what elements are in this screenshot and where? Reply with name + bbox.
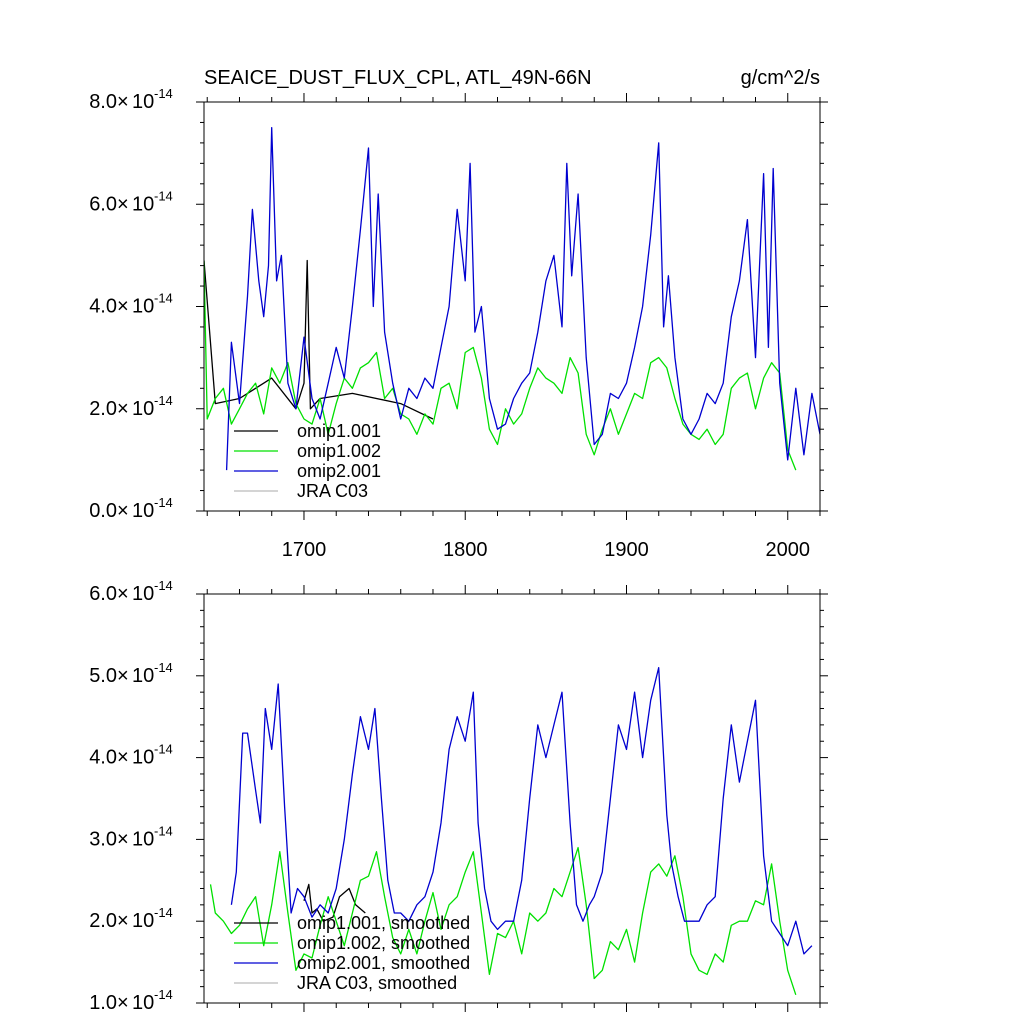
y-tick-label: 4.0: [89, 747, 117, 769]
legend-label-2: omip2.001, smoothed: [297, 953, 470, 973]
x-tick-label: 1800: [443, 539, 488, 561]
legend-label-0: omip1.001, smoothed: [297, 913, 470, 933]
bottom-panel: 1.0 × 10 -142.0 × 10 -143.0 × 10 -144.0 × 10 -145.0 ×…: [89, 578, 828, 1014]
y-tick-base: 10: [132, 398, 154, 420]
y-tick-exponent: -14: [154, 188, 173, 203]
y-tick-label: 0.0: [89, 500, 117, 522]
y-tick-times: ×: [117, 583, 129, 605]
y-tick-label: 8.0: [89, 91, 117, 113]
series-line-1: [209, 846, 797, 996]
y-tick-label: 2.0: [89, 398, 117, 420]
top-panel-units: g/cm^2/s: [741, 67, 820, 89]
y-tick-base: 10: [132, 193, 154, 215]
y-tick-times: ×: [117, 193, 129, 215]
y-tick-base: 10: [132, 910, 154, 932]
y-tick-exponent: -14: [154, 905, 173, 920]
y-tick-base: 10: [132, 296, 154, 318]
y-tick-exponent: -14: [154, 823, 173, 838]
legend-label-1: omip1.002: [297, 441, 381, 461]
top-panel: SEAICE_DUST_FLUX_CPL, ATL_49N-66N g/cm^2…: [89, 67, 828, 561]
y-tick-base: 10: [132, 91, 154, 113]
legend-label-3: JRA C03: [297, 481, 368, 501]
y-tick-base: 10: [132, 665, 154, 687]
y-tick-times: ×: [117, 992, 129, 1014]
y-tick-exponent: -14: [154, 291, 173, 306]
y-tick-base: 10: [132, 747, 154, 769]
series-line-1: [204, 260, 797, 471]
bottom-panel-axes: 1.0 × 10 -142.0 × 10 -143.0 × 10 -144.0 × 10 -145.0 ×…: [89, 578, 828, 1014]
series-line-0: [303, 883, 366, 922]
y-tick-times: ×: [117, 398, 129, 420]
y-tick-exponent: -14: [154, 495, 173, 510]
x-tick-label: 1700: [282, 539, 327, 561]
legend-label-1: omip1.002, smoothed: [297, 933, 470, 953]
bottom-panel-frame: [203, 593, 821, 1004]
legend-label-0: omip1.001: [297, 421, 381, 441]
y-tick-exponent: -14: [154, 987, 173, 1002]
y-tick-times: ×: [117, 296, 129, 318]
series-line-2: [230, 666, 813, 955]
y-tick-exponent: -14: [154, 578, 173, 593]
y-tick-label: 5.0: [89, 665, 117, 687]
top-panel-title: SEAICE_DUST_FLUX_CPL, ATL_49N-66N: [204, 67, 592, 89]
series-line-2: [225, 126, 820, 471]
y-tick-label: 6.0: [89, 193, 117, 215]
y-tick-base: 10: [132, 828, 154, 850]
y-tick-times: ×: [117, 910, 129, 932]
y-tick-base: 10: [132, 583, 154, 605]
y-tick-label: 6.0: [89, 583, 117, 605]
bottom-panel-plot-area: [209, 666, 813, 996]
top-panel-axes: 0.0 × 10 -142.0 × 10 -144.0 × 10 -146.0 × 10 -148.0 ×…: [89, 86, 828, 561]
y-tick-times: ×: [117, 91, 129, 113]
y-tick-times: ×: [117, 747, 129, 769]
y-tick-label: 1.0: [89, 992, 117, 1014]
x-tick-label: 1900: [604, 539, 649, 561]
x-tick-label: 2000: [765, 539, 810, 561]
y-tick-times: ×: [117, 828, 129, 850]
y-tick-base: 10: [132, 500, 154, 522]
legend-label-2: omip2.001: [297, 461, 381, 481]
y-tick-times: ×: [117, 500, 129, 522]
y-tick-exponent: -14: [154, 86, 173, 101]
y-tick-label: 3.0: [89, 828, 117, 850]
top-panel-plot-area: [204, 126, 820, 471]
legend-label-3: JRA C03, smoothed: [297, 973, 457, 993]
y-tick-exponent: -14: [154, 742, 173, 757]
y-tick-label: 4.0: [89, 296, 117, 318]
y-tick-label: 2.0: [89, 910, 117, 932]
series-line-0: [204, 259, 434, 420]
y-tick-base: 10: [132, 992, 154, 1014]
y-tick-exponent: -14: [154, 660, 173, 675]
y-tick-times: ×: [117, 665, 129, 687]
y-tick-exponent: -14: [154, 393, 173, 408]
